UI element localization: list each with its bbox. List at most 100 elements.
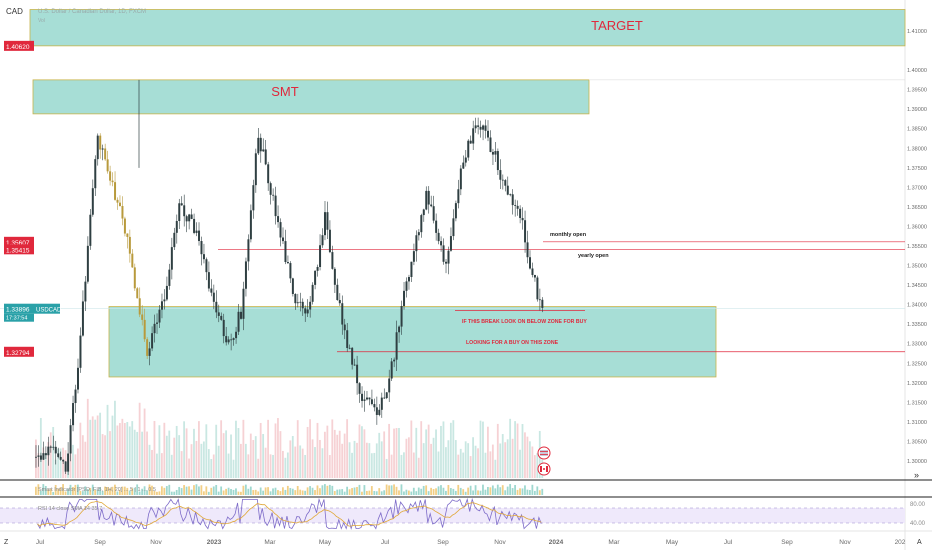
candle	[91, 179, 94, 217]
indicator-bar	[165, 486, 168, 495]
candle	[44, 446, 47, 459]
indicator-bar	[445, 490, 447, 495]
zone-target	[29, 9, 906, 47]
indicator-bar	[282, 487, 284, 495]
volume-bar	[370, 453, 373, 478]
indicator-bar	[422, 485, 425, 495]
volume-bar	[511, 438, 514, 478]
candle	[521, 207, 524, 230]
indicator-bar	[346, 486, 349, 495]
candle	[274, 186, 277, 225]
candle	[277, 205, 280, 228]
candle	[383, 388, 386, 399]
indicator-bar	[193, 485, 195, 495]
volume-bar	[249, 433, 252, 478]
volume-bar	[143, 408, 146, 478]
candle-body	[202, 254, 205, 260]
volume-bar	[81, 435, 84, 478]
price-badge: 1.32794	[4, 346, 34, 357]
candle-body	[538, 299, 541, 301]
volume-bar	[526, 436, 529, 478]
volume-bar	[104, 435, 106, 478]
candle-body	[452, 218, 455, 237]
zone-buy-zone	[108, 306, 717, 378]
indicator-bar	[52, 491, 55, 495]
indicator-bar	[67, 488, 69, 495]
indicator-bar	[501, 485, 504, 495]
candle	[393, 357, 396, 368]
candle-body	[309, 301, 312, 310]
indicator-bar	[128, 490, 131, 495]
indicator-bar	[348, 489, 351, 495]
candle-body	[358, 383, 361, 394]
indicator-bar	[336, 489, 339, 495]
candle-body	[274, 195, 277, 217]
goto-realtime-button[interactable]: »	[914, 470, 919, 480]
candle	[101, 144, 104, 161]
volume-bar	[491, 444, 494, 478]
candle	[89, 208, 92, 250]
indicator-bar	[160, 486, 163, 495]
indicator-bar	[363, 485, 366, 495]
candle-body	[227, 339, 230, 343]
symbol-title[interactable]: U.S. Dollar / Canadian Dollar, 1D, FXCM	[38, 9, 146, 15]
candle-body	[235, 331, 238, 339]
candle	[111, 172, 114, 187]
price-tick-label: 1.36500	[907, 205, 927, 211]
candle	[94, 155, 97, 196]
candle	[363, 390, 366, 412]
candle-body	[217, 312, 220, 316]
volume-bar	[84, 441, 87, 478]
candle-body	[519, 208, 522, 218]
volume-bar	[151, 449, 153, 478]
indicator-bar	[509, 484, 512, 495]
candle	[133, 263, 136, 291]
volume-bar	[380, 441, 383, 478]
volume-bar	[148, 444, 151, 478]
candle	[541, 297, 544, 313]
auto-scale-button[interactable]: A	[917, 539, 922, 546]
volume-bar	[440, 425, 442, 478]
candle-body	[49, 446, 52, 448]
candle-body	[222, 319, 225, 337]
indicator-bar	[106, 487, 109, 495]
us-flag-icon[interactable]	[537, 446, 551, 460]
candle	[240, 307, 243, 320]
volume-bar	[156, 453, 158, 478]
indicator-bar	[153, 490, 156, 495]
indicator-bar	[232, 489, 235, 495]
price-badge: 1.40620	[4, 40, 34, 51]
volume-bar	[131, 421, 134, 478]
indicator-bar	[180, 488, 183, 495]
indicator-bar	[116, 491, 119, 495]
candle-body	[479, 126, 482, 130]
indicator-bar	[188, 486, 190, 495]
candle-body	[272, 194, 275, 196]
price-axis[interactable]: 1.41000 1.40000 1.39500 1.39000 1.38500 1.380…	[907, 29, 927, 465]
price-badge: 1.35607	[4, 236, 34, 247]
candle	[378, 404, 381, 417]
candle	[37, 445, 40, 467]
price-tick-label: 1.41000	[907, 29, 927, 35]
candle-body	[514, 205, 517, 206]
candle	[452, 209, 455, 241]
indicator-bar	[541, 488, 544, 495]
candle	[131, 249, 134, 268]
volume-bar	[533, 455, 536, 478]
canada-flag-icon[interactable]	[537, 462, 551, 476]
indicator-bar	[249, 486, 252, 495]
price-tick-label: 1.33000	[907, 342, 927, 348]
target-label: TARGET	[591, 18, 643, 33]
time-axis[interactable]: Jul Sep Nov 2023 Mar May Jul Sep Nov 2024 Mar May Ju…	[36, 539, 906, 546]
indicator-bar	[454, 490, 457, 495]
volume-bar	[501, 434, 504, 478]
indicator-bar	[519, 488, 521, 495]
candle-body	[101, 148, 104, 150]
candle-body	[118, 202, 121, 207]
indicator-bar	[121, 486, 124, 495]
volume-bar	[217, 445, 220, 478]
zoom-tool-button[interactable]: Z	[4, 539, 9, 546]
candle	[244, 257, 247, 297]
price-tick-label: 1.31500	[907, 400, 927, 406]
